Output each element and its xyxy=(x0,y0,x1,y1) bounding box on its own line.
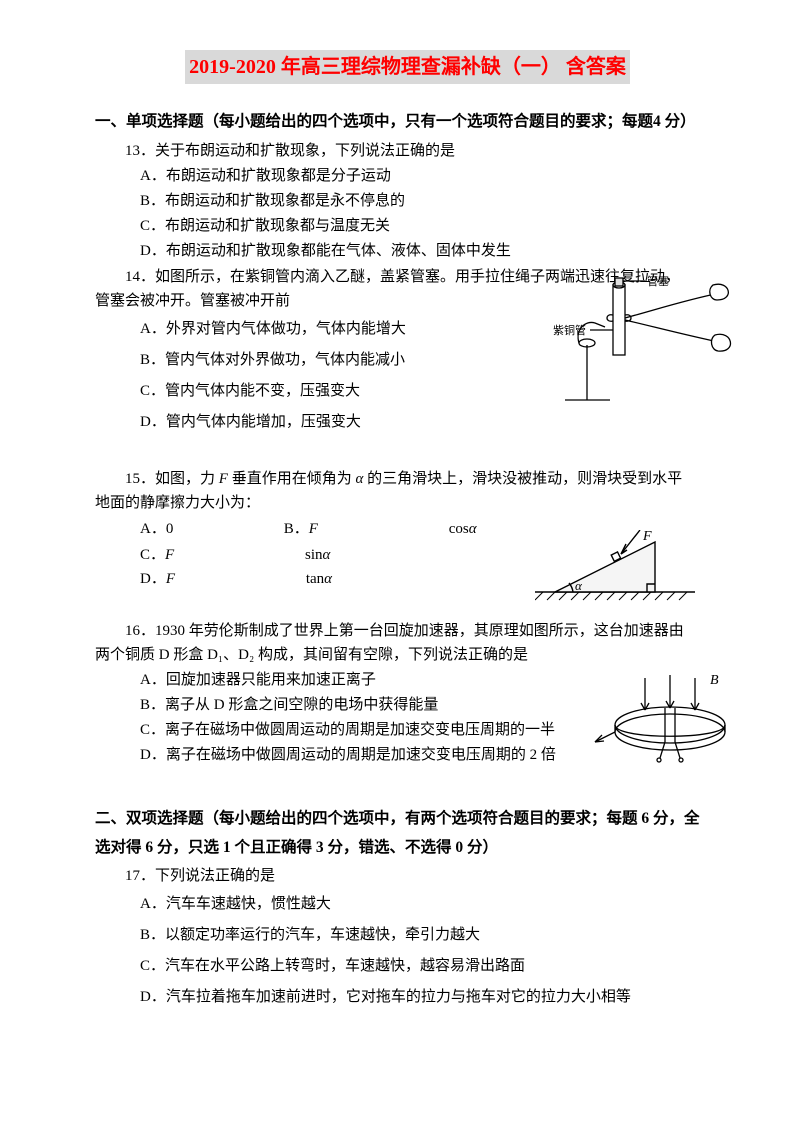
q16-options: A．回旋加速器只能用来加速正离子 B．离子从 D 形盒之间空隙的电场中获得能量 … xyxy=(95,668,720,767)
section1-heading: 一、单项选择题（每小题给出的四个选项中，只有一个选项符合题目的要求；每题4 分） xyxy=(95,110,720,135)
q15-opt-b: B．Fcosα xyxy=(284,517,609,541)
q13-stem: 13．关于布朗运动和扩散现象，下列说法正确的是 xyxy=(95,139,720,163)
q15: 15．如图，力 F 垂直作用在倾角为 α 的三角滑块上，滑块没被推动，则滑块受到… xyxy=(95,467,720,591)
q17-opt-a: A．汽车车速越快，惯性越大 xyxy=(140,889,720,919)
q16-opt-c: C．离子在磁场中做圆周运动的周期是加速交变电压周期的一半 xyxy=(140,718,720,742)
q16-stem-l1: 16．1930 年劳伦斯制成了世界上第一台回旋加速器，其原理如图所示，这台加速器… xyxy=(95,619,720,643)
q15-opt-d: D．Ftanα xyxy=(140,567,464,591)
q13-opt-a: A．布朗运动和扩散现象都是分子运动 xyxy=(140,164,720,188)
q14: 14．如图所示，在紫铜管内滴入乙醚，盖紧管塞。用手拉住绳子两端迅速往复拉动， 管… xyxy=(95,265,720,437)
q17-opt-b: B．以额定功率运行的汽车，车速越快，牵引力越大 xyxy=(140,920,720,950)
q13: 13．关于布朗运动和扩散现象，下列说法正确的是 A．布朗运动和扩散现象都是分子运… xyxy=(95,139,720,263)
q13-opt-c: C．布朗运动和扩散现象都与温度无关 xyxy=(140,214,720,238)
q14-options: A．外界对管内气体做功，气体内能增大 B．管内气体对外界做功，气体内能减小 C．… xyxy=(95,314,720,437)
q15-options-row2: C．Fsinα D．Ftanα xyxy=(95,543,720,591)
page-title: 2019-2020 年高三理综物理查漏补缺（一） 含答案 xyxy=(185,50,630,84)
q15-opt-a: A．0 xyxy=(140,517,280,541)
q17-stem: 17．下列说法正确的是 xyxy=(95,864,720,888)
q17-opt-d: D．汽车拉着拖车加速前进时，它对拖车的拉力与拖车对它的拉力大小相等 xyxy=(140,982,720,1012)
q14-opt-b: B．管内气体对外界做功，气体内能减小 xyxy=(140,345,720,375)
q15-options-row1: A．0 B．Fcosα xyxy=(95,517,720,541)
q13-options: A．布朗运动和扩散现象都是分子运动 B．布朗运动和扩散现象都是永不停息的 C．布… xyxy=(95,164,720,263)
q15-opt-c: C．Fsinα xyxy=(140,543,463,567)
q16-opt-d: D．离子在磁场中做圆周运动的周期是加速交变电压周期的 2 倍 xyxy=(140,743,720,767)
q14-opt-a: A．外界对管内气体做功，气体内能增大 xyxy=(140,314,720,344)
q13-opt-d: D．布朗运动和扩散现象都能在气体、液体、固体中发生 xyxy=(140,239,720,263)
title-wrap: 2019-2020 年高三理综物理查漏补缺（一） 含答案 xyxy=(95,50,720,84)
q14-stem2: 管塞会被冲开。管塞被冲开前 xyxy=(95,289,720,313)
section2-heading-l1: 二、双项选择题（每小题给出的四个选项中，有两个选项符合题目的要求；每题 6 分，… xyxy=(95,807,720,832)
section2-heading-l2: 选对得 6 分，只选 1 个且正确得 3 分，错选、不选得 0 分） xyxy=(95,836,720,861)
q16: 16．1930 年劳伦斯制成了世界上第一台回旋加速器，其原理如图所示，这台加速器… xyxy=(95,619,720,767)
q15-stem-l2: 地面的静摩擦力大小为： xyxy=(95,491,720,515)
q15-stem-l1: 15．如图，力 F 垂直作用在倾角为 α 的三角滑块上，滑块没被推动，则滑块受到… xyxy=(95,467,720,491)
q16-opt-a: A．回旋加速器只能用来加速正离子 xyxy=(140,668,720,692)
q14-opt-c: C．管内气体内能不变，压强变大 xyxy=(140,376,720,406)
q16-opt-b: B．离子从 D 形盒之间空隙的电场中获得能量 xyxy=(140,693,720,717)
q17-options: A．汽车车速越快，惯性越大 B．以额定功率运行的汽车，车速越快，牵引力越大 C．… xyxy=(95,889,720,1012)
q13-opt-b: B．布朗运动和扩散现象都是永不停息的 xyxy=(140,189,720,213)
q14-opt-d: D．管内气体内能增加，压强变大 xyxy=(140,407,720,437)
q14-stem: 14．如图所示，在紫铜管内滴入乙醚，盖紧管塞。用手拉住绳子两端迅速往复拉动， xyxy=(95,265,720,289)
q16-stem-l2: 两个铜质 D 形盒 D₁、D₂ 构成，其间留有空隙，下列说法正确的是 xyxy=(95,643,720,667)
q17: 17．下列说法正确的是 A．汽车车速越快，惯性越大 B．以额定功率运行的汽车，车… xyxy=(95,864,720,1012)
q17-opt-c: C．汽车在水平公路上转弯时，车速越快，越容易滑出路面 xyxy=(140,951,720,981)
